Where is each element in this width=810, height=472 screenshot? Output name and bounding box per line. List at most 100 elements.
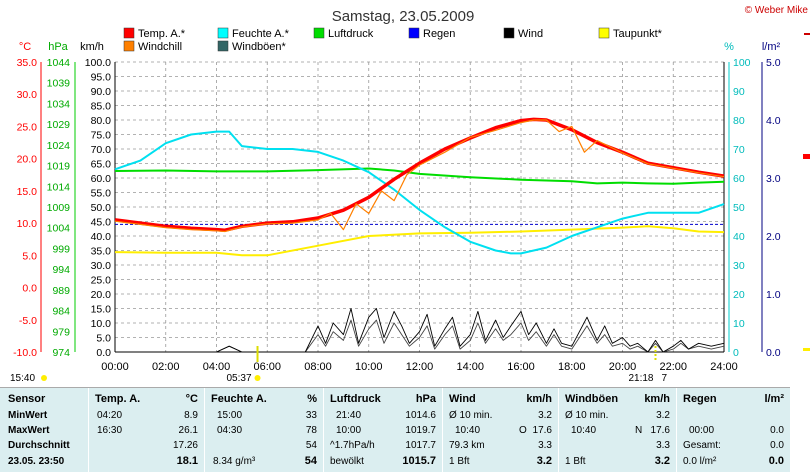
sensor-header: Sensor — [8, 393, 46, 405]
legend-swatch — [217, 40, 229, 52]
legend-label: Taupunkt* — [613, 28, 663, 40]
celsius-tick-label: 30.0 — [17, 89, 38, 101]
hpa-tick-label: 974 — [52, 347, 70, 359]
axis-unit-rain: l/m² — [762, 41, 781, 53]
percent-tick-label: 70 — [733, 144, 745, 156]
pressure-current-value: 1015.7 — [402, 455, 436, 467]
kmh-tick-label: 85.0 — [91, 101, 112, 113]
row-label-min: MinWert — [8, 410, 48, 421]
kmh-tick-label: 5.0 — [96, 333, 111, 345]
series-line — [114, 119, 725, 233]
x-tick-label: 12:00 — [406, 361, 434, 373]
celsius-tick-label: -10.0 — [13, 347, 37, 359]
celsius-tick-label: 15.0 — [17, 186, 38, 198]
celsius-tick-label: 5.0 — [22, 250, 37, 262]
temp-min-value: 8.9 — [184, 410, 198, 421]
pressure-avg-value: 1017.7 — [405, 440, 436, 451]
hpa-tick-label: 999 — [52, 243, 70, 255]
celsius-tick-label: 0.0 — [22, 283, 37, 295]
x-tick-label: 00:00 — [101, 361, 129, 373]
wind-avg-value: 3.3 — [538, 440, 552, 451]
axis-unit-hpa: hPa — [48, 41, 68, 53]
gust-column: Windböen km/h Ø 10 min. 3.2 10:40 N 17.6… — [559, 388, 676, 472]
gust-current-value: 3.2 — [654, 455, 670, 467]
rain-total-value: 0.0 — [770, 440, 784, 451]
pressure-min-time: 21:40 — [336, 410, 362, 421]
wind-max-time: 10:40 — [455, 425, 481, 436]
kmh-tick-label: 10.0 — [91, 318, 112, 330]
rain-tick-label: 2.0 — [766, 231, 781, 243]
hpa-tick-label: 979 — [52, 326, 70, 338]
humidity-absolute: 8.34 g/m³ — [213, 456, 256, 467]
gust-avg10-value: 3.2 — [656, 410, 670, 421]
wind-current-value: 3.2 — [536, 455, 552, 467]
kmh-tick-label: 55.0 — [91, 188, 112, 200]
kmh-tick-label: 40.0 — [91, 231, 112, 243]
x-tick-label: 14:00 — [456, 361, 484, 373]
series-line — [115, 319, 725, 353]
gust-max-value: 17.6 — [650, 425, 670, 436]
temp-unit: °C — [185, 393, 198, 405]
row-label-max: MaxWert — [8, 425, 50, 436]
pressure-column: Luftdruck hPa 21:40 1014.6 10:00 1019.7 … — [324, 388, 442, 472]
axis-unit-celsius: °C — [19, 41, 31, 53]
temp-header: Temp. A. — [95, 393, 141, 405]
sun-icon — [41, 375, 47, 381]
hpa-tick-label: 994 — [52, 264, 70, 276]
pressure-unit: hPa — [415, 393, 436, 405]
pressure-trend: ^1.7hPa/h — [330, 440, 375, 451]
kmh-tick-label: 95.0 — [91, 72, 112, 84]
pressure-max-time: 10:00 — [336, 425, 362, 436]
kmh-tick-label: 75.0 — [91, 130, 112, 142]
rain-max-value: 0.0 — [770, 425, 784, 436]
kmh-tick-label: 90.0 — [91, 86, 112, 98]
temp-min-time: 04:20 — [97, 410, 123, 421]
row-label-current: 23.05. 23:50 — [8, 456, 65, 467]
sunrise-time: 05:37 — [226, 373, 251, 384]
sunset-time: 21:18 — [628, 373, 653, 384]
rain-tick-label: 4.0 — [766, 115, 781, 127]
legend-swatch — [503, 27, 515, 39]
series-line — [115, 308, 725, 353]
humidity-avg-value: 54 — [305, 440, 317, 451]
x-tick-label: 02:00 — [152, 361, 180, 373]
hpa-tick-label: 1024 — [47, 140, 71, 152]
wind-column: Wind km/h Ø 10 min. 3.2 10:40 O 17.6 79.… — [443, 388, 558, 472]
gust-unit: km/h — [644, 393, 670, 405]
kmh-tick-label: 0.0 — [96, 347, 111, 359]
rain-unit: l/m² — [764, 393, 784, 405]
wind-unit: km/h — [526, 393, 552, 405]
temp-max-value: 26.1 — [178, 425, 198, 436]
celsius-tick-label: 35.0 — [17, 57, 38, 69]
hpa-tick-label: 984 — [52, 306, 70, 318]
x-tick-label: 20:00 — [609, 361, 637, 373]
legend-swatch — [123, 40, 135, 52]
legend-swatch — [408, 27, 420, 39]
celsius-tick-label: 25.0 — [17, 121, 38, 133]
humidity-column: Feuchte A. % 15:00 33 04:30 78 54 8.34 g… — [205, 388, 323, 472]
x-tick-label: 22:00 — [659, 361, 687, 373]
percent-tick-label: 10 — [733, 318, 745, 330]
humidity-header: Feuchte A. — [211, 393, 267, 405]
kmh-tick-label: 80.0 — [91, 115, 112, 127]
percent-tick-label: 20 — [733, 289, 745, 301]
percent-tick-label: 60 — [733, 173, 745, 185]
percent-tick-label: 0 — [733, 347, 739, 359]
wind-avg10-label: Ø 10 min. — [449, 410, 493, 421]
hpa-tick-label: 1039 — [47, 78, 71, 90]
legend-label: Luftdruck — [328, 28, 374, 40]
wind-beaufort: 1 Bft — [449, 456, 470, 467]
legend-label: Windböen* — [232, 41, 287, 53]
row-label-avg: Durchschnitt — [8, 440, 70, 451]
percent-tick-label: 80 — [733, 115, 745, 127]
kmh-tick-label: 60.0 — [91, 173, 112, 185]
rain-header: Regen — [683, 393, 717, 405]
sunrise-icon — [254, 375, 261, 381]
celsius-tick-label: 20.0 — [17, 154, 38, 166]
humidity-max-time: 04:30 — [217, 425, 243, 436]
kmh-tick-label: 45.0 — [91, 217, 112, 229]
hpa-tick-label: 1044 — [47, 57, 71, 69]
kmh-tick-label: 15.0 — [91, 304, 112, 316]
rain-current-value: 0.0 — [768, 455, 784, 467]
pressure-header: Luftdruck — [330, 393, 381, 405]
